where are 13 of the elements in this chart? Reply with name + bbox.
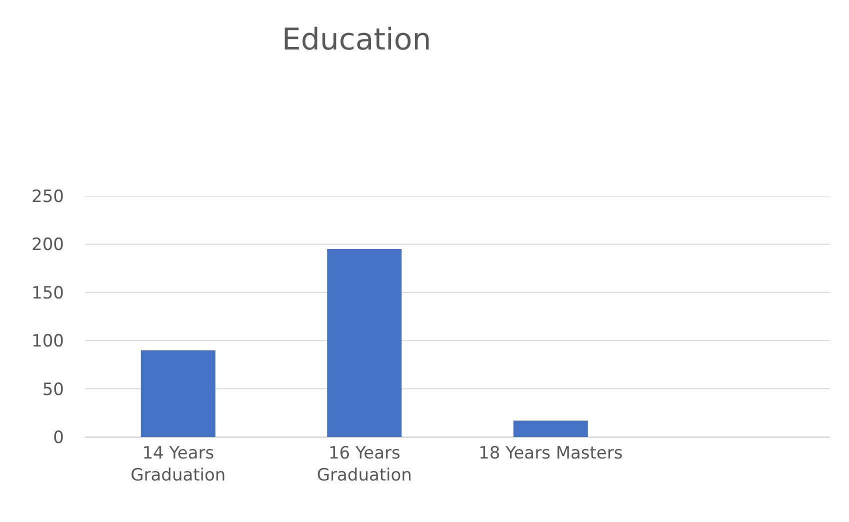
x-tick-label: 18 Years Masters (478, 443, 623, 464)
y-tick-label: 50 (42, 380, 64, 400)
y-tick-label: 150 (32, 283, 64, 304)
chart-title: Education (282, 22, 432, 58)
y-tick-label: 250 (32, 186, 64, 207)
bar (140, 350, 216, 437)
y-tick-label: 0 (53, 428, 64, 448)
y-tick-label: 200 (32, 235, 64, 256)
x-tick-label: 16 Years Graduation (316, 443, 412, 486)
x-tick-label: 14 Years Graduation (130, 443, 226, 486)
bar (513, 420, 588, 437)
y-tick-label: 100 (32, 332, 64, 352)
bar (327, 249, 402, 437)
